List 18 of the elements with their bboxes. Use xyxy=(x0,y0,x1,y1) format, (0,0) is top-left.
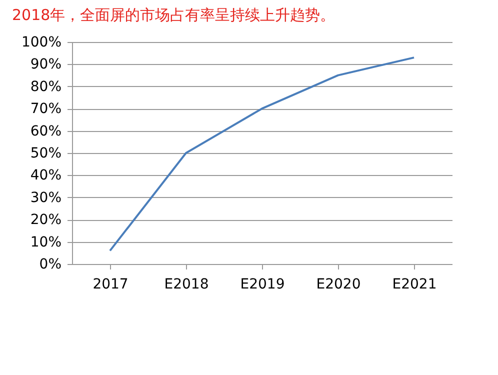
y-tick-label: 0% xyxy=(39,256,62,272)
y-tick-label: 50% xyxy=(30,146,62,162)
chart-title: 2018年，全面屏的市场占有率呈持续上升趋势。 xyxy=(12,6,336,24)
y-tick-label: 10% xyxy=(30,234,62,250)
line-series xyxy=(109,56,415,252)
x-tick-label: E2019 xyxy=(240,276,285,292)
x-tick-label: E2018 xyxy=(164,276,209,292)
y-tick-label: 90% xyxy=(30,56,62,73)
x-tick-label: 2017 xyxy=(92,276,128,292)
y-tick-label: 80% xyxy=(30,78,62,95)
y-tick-label: 100% xyxy=(21,34,62,50)
y-tick-label: 20% xyxy=(30,212,62,228)
x-tick-label: E2021 xyxy=(392,276,437,292)
y-tick-label: 40% xyxy=(30,168,62,184)
y-tick-label: 60% xyxy=(30,123,62,140)
x-tick-label: E2020 xyxy=(316,276,361,292)
y-tick-label: 30% xyxy=(30,190,62,206)
y-tick-label: 70% xyxy=(30,101,62,118)
